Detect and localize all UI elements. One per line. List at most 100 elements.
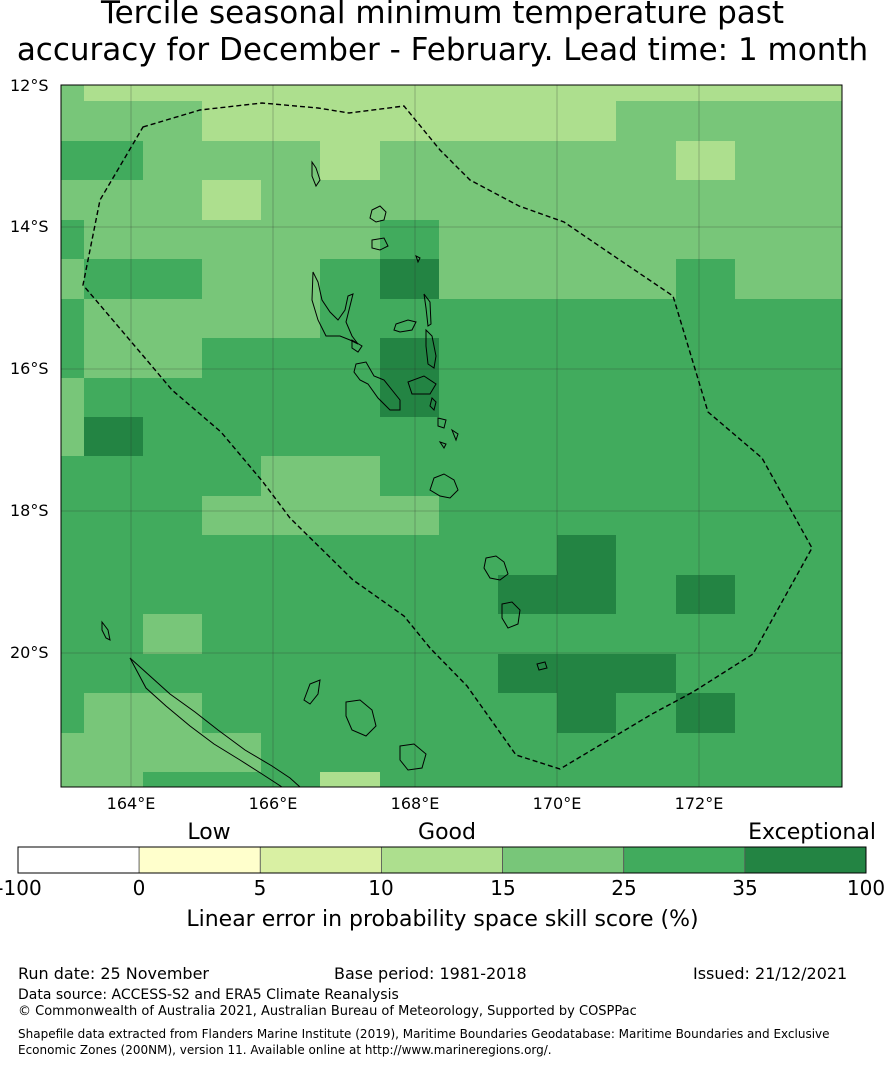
issued-date: Issued: 21/12/2021 <box>693 964 848 983</box>
grid-cell <box>557 180 617 221</box>
grid-cell <box>61 85 85 102</box>
grid-cell <box>320 575 381 615</box>
grid-cell <box>320 338 381 379</box>
grid-cell <box>202 535 262 576</box>
grid-cell <box>676 85 736 102</box>
map-frame <box>60 84 843 788</box>
grid-cell <box>557 614 617 655</box>
grid-cell <box>143 772 203 788</box>
grid-cell <box>61 417 85 457</box>
grid-cell <box>616 614 677 655</box>
grid-cell <box>616 496 677 536</box>
grid-cell <box>439 85 499 102</box>
colorbar-swatch <box>744 846 867 874</box>
grid-cell <box>498 693 558 734</box>
grid-cell <box>61 772 85 788</box>
grid-cell <box>380 654 440 694</box>
grid-cell <box>498 299 558 339</box>
grid-cell <box>735 299 795 339</box>
grid-cell <box>557 259 617 300</box>
grid-cell <box>794 772 843 788</box>
grid-cell <box>84 496 144 536</box>
grid-cell <box>676 141 736 181</box>
grid-cell <box>320 378 381 418</box>
category-low: Low <box>187 820 231 845</box>
grid-cell <box>143 299 203 339</box>
data-source: Data source: ACCESS-S2 and ERA5 Climate … <box>18 987 399 1003</box>
grid-cell <box>143 417 203 457</box>
grid-cell <box>261 614 321 655</box>
grid-cell <box>616 535 677 576</box>
grid-cell <box>557 417 617 457</box>
grid-cell <box>735 85 795 102</box>
grid-cell <box>498 259 558 300</box>
grid-cell <box>557 575 617 615</box>
grid-cell <box>84 378 144 418</box>
grid-cell <box>380 378 440 418</box>
grid-cell <box>84 575 144 615</box>
grid-cell <box>498 338 558 379</box>
grid-cell <box>202 85 262 102</box>
grid-cell <box>320 535 381 576</box>
island-malekula <box>353 361 401 411</box>
grid-cell <box>794 575 843 615</box>
grid-cell <box>439 220 499 260</box>
grid-cell <box>61 733 85 773</box>
grid-cell <box>676 535 736 576</box>
island-torres <box>311 160 321 188</box>
grid-cell <box>261 575 321 615</box>
grid-cell <box>61 535 85 576</box>
grid-cell <box>439 338 499 379</box>
grid-cell <box>439 101 499 142</box>
grid-cell <box>794 101 843 142</box>
grid-cell <box>261 733 321 773</box>
grid-cell <box>557 141 617 181</box>
colorbar <box>17 846 867 874</box>
grid-cell <box>616 575 677 615</box>
grid-cell <box>380 733 440 773</box>
grid-cell <box>143 220 203 260</box>
grid-cell <box>616 654 677 694</box>
grid-cell <box>261 496 321 536</box>
island-maewo <box>423 293 432 327</box>
grid-cell <box>616 141 677 181</box>
island-malo <box>351 339 363 353</box>
graticule <box>61 85 842 787</box>
grid-cell <box>439 654 499 694</box>
grid-cell <box>143 338 203 379</box>
grid-cell <box>143 141 203 181</box>
grid-cell <box>202 456 262 497</box>
island-shepherds <box>450 428 459 442</box>
grid-cell <box>439 180 499 221</box>
lat-label-12s: 12°S <box>10 76 49 95</box>
island-mare <box>399 743 427 771</box>
grid-cell <box>735 693 795 734</box>
grid-cell <box>616 378 677 418</box>
grid-cell <box>143 180 203 221</box>
lat-label-14s: 14°S <box>10 217 49 236</box>
grid-cell <box>380 338 440 379</box>
grid-cell <box>320 614 381 655</box>
grid-cell <box>61 575 85 615</box>
grid-cell <box>84 614 144 655</box>
grid-cell <box>61 456 85 497</box>
grid-cell <box>557 101 617 142</box>
grid-cell <box>380 417 440 457</box>
grid-cell <box>380 614 440 655</box>
grid-cell <box>498 101 558 142</box>
grid-cell <box>735 259 795 300</box>
grid-cell <box>676 456 736 497</box>
grid-cell <box>202 101 262 142</box>
grid-cell <box>202 772 262 788</box>
grid-cell <box>676 338 736 379</box>
grid-cell <box>261 180 321 221</box>
grid-cell <box>261 535 321 576</box>
grid-cell <box>261 772 321 788</box>
tick-25: 25 <box>611 876 637 900</box>
grid-cell <box>61 338 85 379</box>
island-tongoa <box>438 441 447 449</box>
grid-cell <box>616 338 677 379</box>
grid-cell <box>676 220 736 260</box>
grid-cell <box>380 693 440 734</box>
grid-cell <box>557 496 617 536</box>
